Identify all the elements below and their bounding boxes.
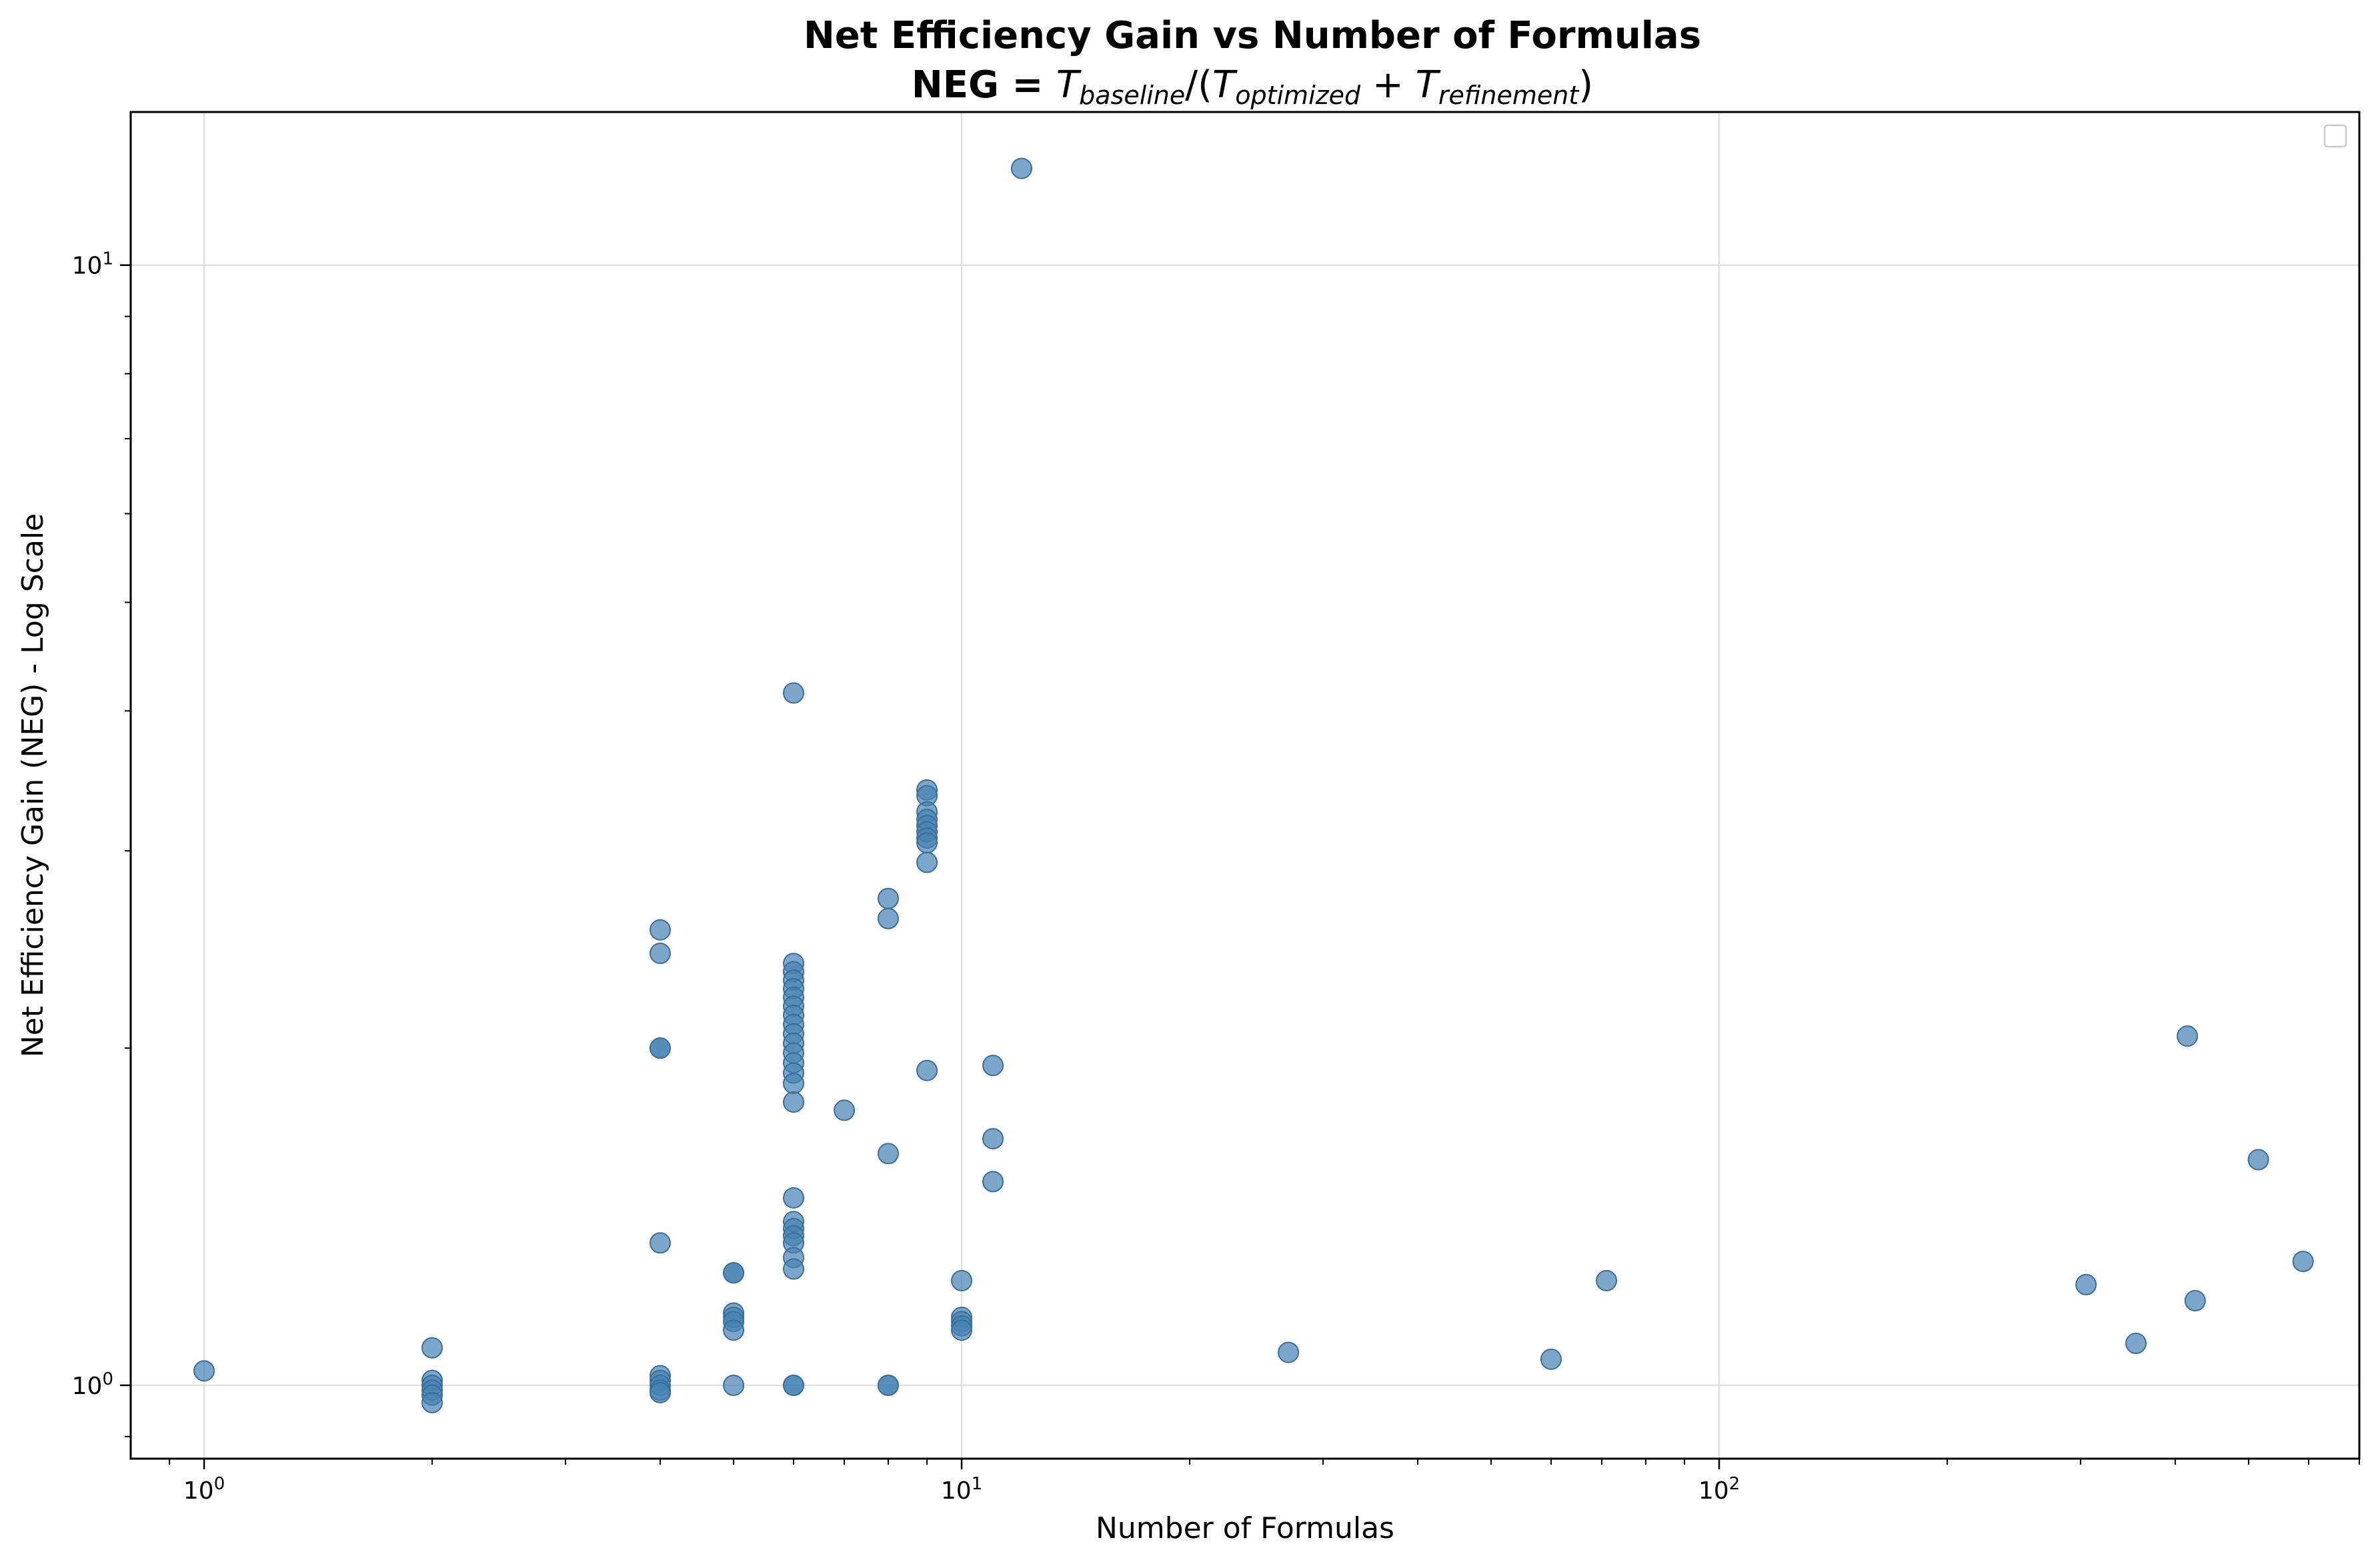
data-point-52 (877, 1143, 899, 1165)
data-point-81 (2247, 1149, 2269, 1171)
axis-ticks: 100 101 102 100 101 (72, 249, 2360, 1505)
data-point-22 (723, 1319, 745, 1341)
x-tick-label-2: 102 (1698, 1474, 1740, 1505)
subtitle-sub-baseline: baseline (1079, 81, 1185, 110)
data-point-50 (877, 887, 899, 909)
chart-title: Net Efficiency Gain vs Number of Formula… (804, 14, 1701, 57)
subtitle-sub-refinement: refinement (1438, 81, 1580, 110)
data-point-62 (916, 832, 938, 854)
data-point-0 (193, 1360, 215, 1382)
data-point-7 (650, 919, 672, 941)
data-point-73 (1010, 157, 1032, 179)
data-point-75 (1540, 1348, 1562, 1370)
x-axis-label: Number of Formulas (1096, 1511, 1394, 1545)
data-point-1 (421, 1337, 443, 1359)
data-point-78 (2125, 1333, 2147, 1355)
subtitle-prefix: NEG = (912, 63, 1056, 107)
data-point-72 (982, 1171, 1004, 1193)
data-point-38 (783, 1073, 805, 1095)
y-tick-label-1: 101 (72, 249, 113, 280)
data-point-64 (916, 1059, 938, 1081)
subtitle-t-baseline: T (1056, 63, 1082, 107)
data-point-10 (650, 1037, 672, 1059)
data-point-49 (834, 1099, 856, 1121)
legend-box (2323, 124, 2347, 148)
data-point-8 (650, 943, 672, 965)
data-point-16 (650, 1381, 672, 1403)
data-point-51 (877, 907, 899, 929)
subtitle-t-optimized: T (1212, 63, 1238, 107)
y-tick-label-0: 100 (72, 1369, 113, 1400)
chart-subtitle: NEG = Tbaseline/(Toptimized + Trefinemen… (912, 63, 1593, 110)
data-point-80 (2184, 1290, 2206, 1312)
x-tick-label-0: 100 (183, 1474, 225, 1505)
data-point-70 (982, 1055, 1004, 1077)
data-point-46 (783, 1258, 805, 1280)
data-point-54 (877, 1374, 899, 1396)
data-point-69 (951, 1319, 973, 1341)
data-point-6 (421, 1391, 443, 1413)
data-point-39 (783, 1091, 805, 1113)
data-point-40 (783, 1187, 805, 1209)
x-tick-label-1: 101 (941, 1474, 982, 1505)
data-point-48 (783, 1374, 805, 1396)
data-point-71 (982, 1128, 1004, 1150)
data-point-76 (1596, 1269, 1618, 1291)
y-axis-label: Net Efficiency Gain (NEG) - Log Scale (16, 513, 50, 1057)
data-points (193, 157, 2314, 1413)
subtitle-sub-optimized: optimized (1235, 81, 1361, 110)
data-point-63 (916, 851, 938, 873)
data-point-24 (783, 682, 805, 704)
data-point-79 (2177, 1025, 2199, 1047)
data-point-23 (723, 1374, 745, 1396)
data-point-18 (723, 1262, 745, 1284)
data-point-65 (951, 1269, 973, 1291)
subtitle-t-refinement: T (1416, 63, 1441, 107)
plot-frame (129, 111, 2361, 1460)
data-point-11 (650, 1232, 672, 1254)
data-point-82 (2292, 1251, 2314, 1273)
data-point-74 (1278, 1341, 1300, 1363)
grid-lines (131, 112, 2359, 1459)
data-point-77 (2075, 1273, 2097, 1295)
